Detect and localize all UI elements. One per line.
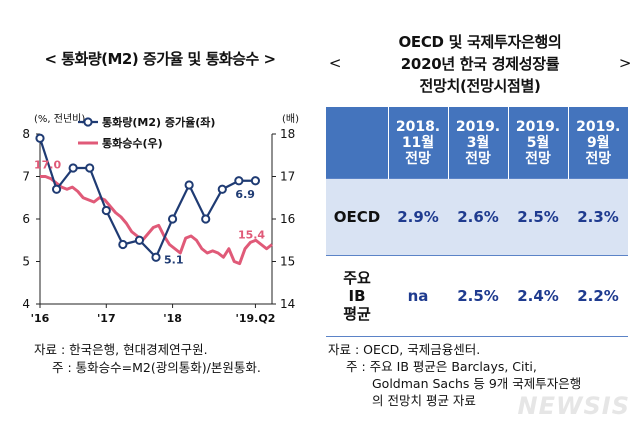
m2-growth-line: [38, 137, 256, 260]
table-cell: 2.5%: [448, 255, 508, 337]
left-tick-label: 6: [22, 212, 30, 226]
right-tick-label: 15: [280, 255, 295, 269]
table-cell: na: [388, 255, 448, 337]
right-tick-label: 16: [280, 212, 295, 226]
m2-growth-point: [134, 235, 145, 245]
table-header-row: 2018. 11월 전망 2019. 3월 전망 2019. 5월 전망 2019. 9월 전망: [326, 107, 628, 179]
legend-m2-label: 통화량(M2) 증가율(좌): [102, 115, 215, 129]
left-source-line: 자료 : 한국은행, 현대경제연구원.: [34, 342, 208, 357]
table-header-cell: 2019. 5월 전망: [508, 107, 569, 179]
m2-growth-point: [118, 239, 128, 250]
m2-growth-point: [68, 163, 78, 173]
table-header-cell: 2019. 9월 전망: [568, 107, 628, 179]
table-cell: 2.2%: [568, 255, 628, 337]
label-m2-end: 6.9: [235, 188, 255, 201]
m2-growth-point: [201, 214, 211, 224]
money-multiplier-line: [40, 175, 273, 266]
label-multiplier-start: 17.0: [34, 159, 61, 172]
x-tick-label: '17: [97, 312, 116, 325]
right-tick-label: 14: [280, 297, 295, 311]
table-cell: 2.3%: [568, 178, 628, 256]
row-label: 주요 IB 평균: [326, 255, 388, 337]
left-note-line: 주 : 통화승수=M2(광의통화)/본원통화.: [52, 360, 261, 375]
table-cell: 2.4%: [508, 255, 568, 337]
left-tick-label: 5: [22, 255, 30, 269]
table-cell: 2.9%: [388, 178, 448, 256]
m2-growth-point: [51, 184, 62, 194]
legend-multiplier-label: 통화승수(우): [102, 136, 163, 150]
m2-money-multiplier-chart: 4 5 6 7 8 14 15 16 17 18 (%, 전년비) (배) '16 '17 '18 '19.Q…: [22, 113, 299, 325]
right-tick-label: 18: [280, 127, 295, 141]
table-header-cell: 2018. 11월 전망: [388, 107, 449, 179]
left-source-notes: 자료 : 한국은행, 현대경제연구원. 주 : 통화승수=M2(광의통화)/본원…: [34, 341, 261, 377]
m2-growth-point: [101, 205, 111, 216]
table-row-ib-average: 주요 IB 평균 na 2.5% 2.4% 2.2%: [326, 255, 628, 337]
m2-growth-point: [151, 252, 161, 262]
left-axis-unit: (%, 전년비): [34, 113, 85, 125]
m2-growth-point: [85, 163, 95, 173]
right-source-notes: 자료 : OECD, 국제금융센터. 주 : 주요 IB 평균은 Barclay…: [328, 341, 581, 409]
x-tick-label: '16: [31, 312, 50, 325]
x-tick-label: '19.Q2: [235, 312, 275, 325]
right-title: OECD 및 국제투자은행의 <2020년 한국 경제성장률 > 전망치(전망시점…: [325, 30, 635, 96]
newsis-watermark: NEWSIS: [517, 392, 630, 420]
m2-growth-point: [167, 214, 178, 224]
left-tick-label: 7: [22, 170, 30, 184]
label-multiplier-end: 15.4: [238, 229, 265, 242]
right-note-line: 의 전망치 평균 자료: [372, 393, 476, 408]
m2-growth-point: [234, 176, 244, 186]
m2-growth-point: [35, 133, 45, 143]
m2-growth-point: [250, 176, 261, 186]
right-title-line: 전망치(전망시점별): [419, 76, 541, 95]
right-tick-label: 17: [280, 170, 295, 184]
right-source-line: 자료 : OECD, 국제금융센터.: [328, 342, 481, 357]
table-header-cell: 2019. 3월 전망: [448, 107, 509, 179]
x-tick-label: '18: [163, 312, 182, 325]
bracket-open: <: [328, 54, 342, 72]
left-chart-title: < 통화량(M2) 증가율 및 통화승수 >: [44, 50, 276, 68]
forecast-table: 2018. 11월 전망 2019. 3월 전망 2019. 5월 전망 2019. 9월 전망…: [326, 107, 628, 337]
legend-m2-marker: [83, 117, 93, 127]
row-label: OECD: [326, 178, 388, 256]
right-axis-unit: (배): [282, 113, 299, 125]
m2-growth-point: [184, 180, 194, 190]
bracket-close: >: [618, 54, 632, 72]
table-corner: [326, 107, 389, 179]
right-note-line: Goldman Sachs 등 9개 국제투자은행: [372, 376, 582, 391]
table-cell: 2.6%: [448, 178, 508, 256]
right-title-line: 2020년 한국 경제성장률: [400, 54, 560, 73]
left-tick-label: 4: [22, 297, 30, 311]
right-title-line: OECD 및 국제투자은행의: [398, 32, 562, 51]
left-tick-label: 8: [22, 127, 30, 141]
m2-growth-point: [217, 184, 227, 194]
right-note-line: 주 : 주요 IB 평균은 Barclays, Citi,: [346, 359, 537, 374]
table-cell: 2.5%: [508, 178, 568, 256]
table-row-oecd: OECD 2.9% 2.6% 2.5% 2.3%: [326, 178, 628, 256]
label-m2-min: 5.1: [164, 253, 184, 266]
